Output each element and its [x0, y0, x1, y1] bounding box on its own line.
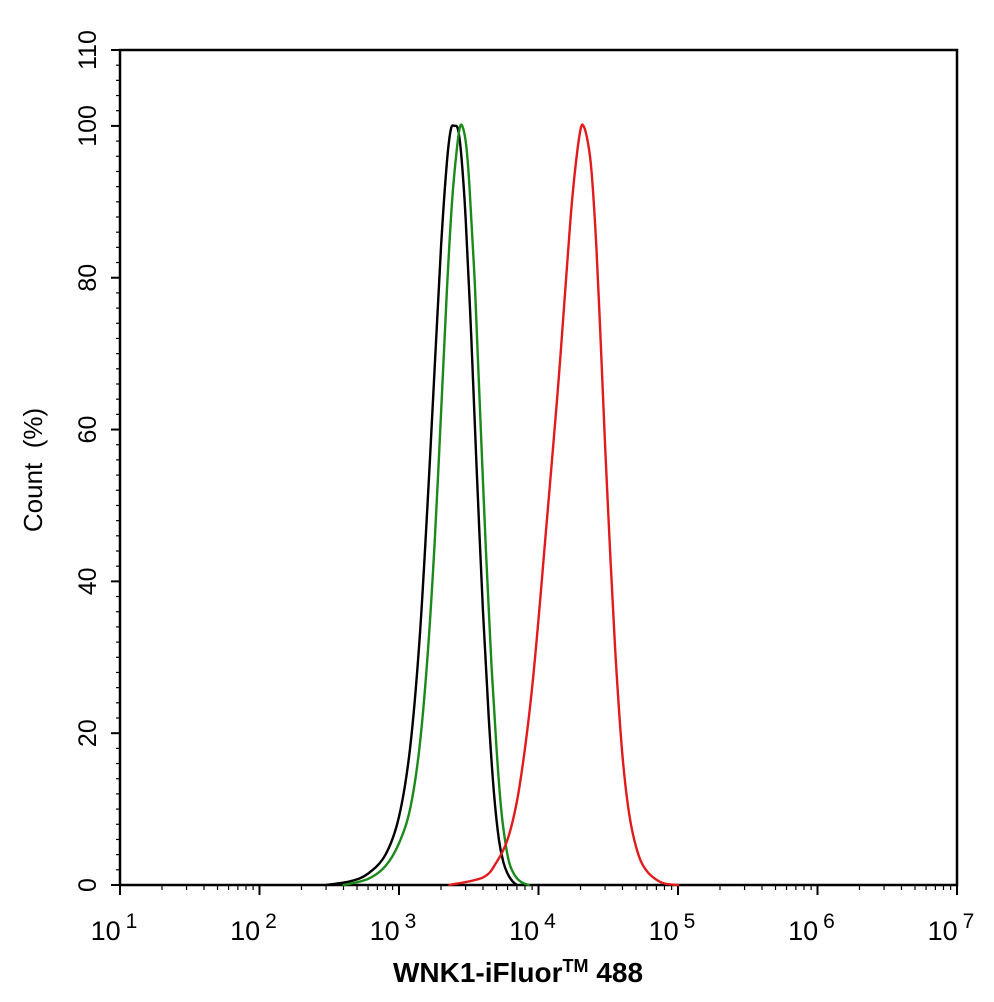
- x-axis-label: WNK1-iFluorTM 488: [393, 956, 643, 988]
- y-tick-label: 110: [74, 30, 102, 70]
- x-tick-label-exponent: 7: [963, 910, 975, 933]
- x-tick-label: 10 1: [91, 910, 138, 946]
- y-tick-label: 20: [74, 719, 102, 747]
- x-tick-label-base: 10: [649, 916, 679, 946]
- x-axis-label-rest: 488: [589, 957, 644, 988]
- x-tick-label: 10 4: [509, 910, 556, 946]
- y-minor-ticks: [116, 49, 120, 886]
- x-axis-label-main: WNK1-iFluor: [393, 957, 563, 988]
- x-tick-label-exponent: 3: [405, 910, 417, 933]
- series-lines: [324, 123, 680, 887]
- x-axis-label-superscript: TM: [563, 956, 589, 976]
- x-tick-label: 10 3: [370, 910, 417, 946]
- x-tick-label-base: 10: [370, 916, 400, 946]
- x-tick-label-base: 10: [230, 916, 260, 946]
- y-tick-label: 40: [74, 567, 102, 595]
- x-tick-label: 10 5: [649, 910, 696, 946]
- x-major-ticks: [119, 885, 958, 895]
- y-axis-label: Count (%): [18, 408, 48, 532]
- x-tick-label-exponent: 5: [684, 910, 696, 933]
- series-line-2: [342, 123, 530, 887]
- x-tick-labels: 10 1 10 2 10 3 10 4 10 5 10 6 10 7: [91, 910, 975, 946]
- x-tick-label-base: 10: [509, 916, 539, 946]
- y-major-ticks: [111, 49, 120, 886]
- x-tick-label: 10 2: [230, 910, 277, 946]
- x-tick-label-base: 10: [788, 916, 818, 946]
- series-line-3: [448, 123, 680, 887]
- x-tick-label-base: 10: [91, 916, 121, 946]
- y-tick-label: 100: [74, 105, 102, 147]
- x-tick-label: 10 6: [788, 910, 835, 946]
- x-tick-label-exponent: 1: [126, 910, 138, 933]
- x-tick-label-exponent: 2: [265, 910, 277, 933]
- x-tick-label-exponent: 6: [823, 910, 835, 933]
- x-tick-label-exponent: 4: [544, 910, 556, 933]
- y-tick-label: 80: [74, 264, 102, 292]
- series-line-1: [324, 124, 519, 887]
- x-tick-label: 10 7: [928, 910, 975, 946]
- y-tick-label: 60: [74, 416, 102, 444]
- y-tick-labels: 0 20 40 60 80 100 110: [74, 30, 102, 892]
- plot-frame: [118, 48, 959, 887]
- x-tick-label-base: 10: [928, 916, 958, 946]
- y-tick-label: 0: [74, 878, 102, 892]
